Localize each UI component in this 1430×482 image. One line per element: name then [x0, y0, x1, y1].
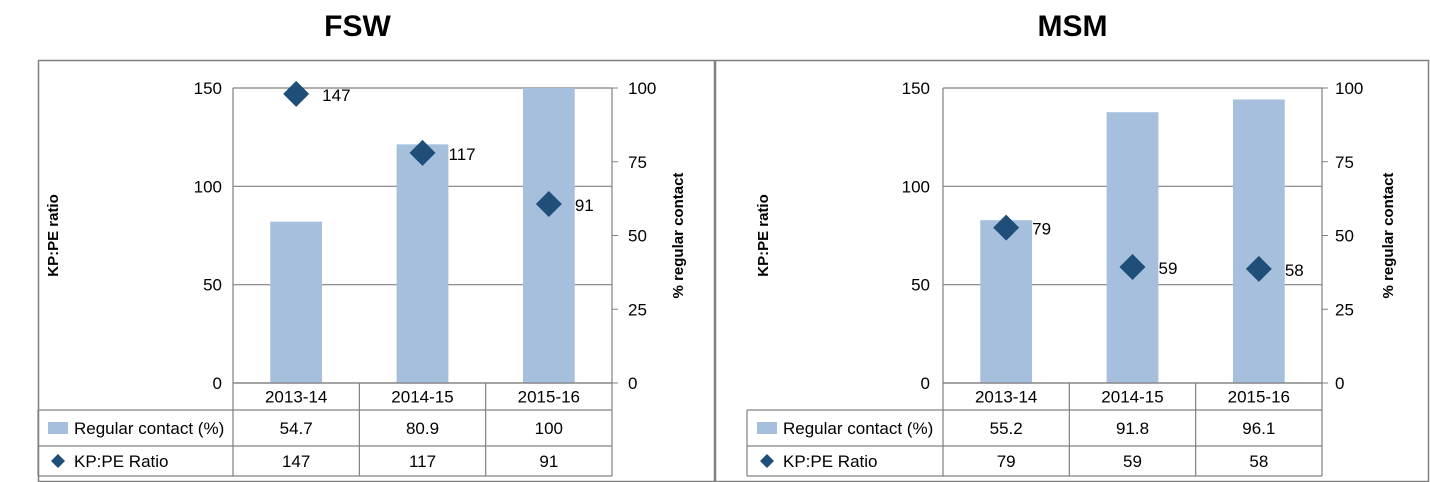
y2-tick-label: 100 [1335, 79, 1363, 98]
y-axis-title: KP:PE ratio [755, 194, 772, 277]
bar-regular-contact [522, 88, 575, 383]
y2-tick-label: 0 [628, 374, 637, 393]
y2-tick-label: 75 [628, 153, 647, 172]
data-label: 147 [322, 86, 350, 105]
chart-title: MSM [1037, 10, 1108, 43]
legend-label: KP:PE Ratio [783, 452, 878, 471]
y2-axis-title: % regular contact [670, 173, 687, 299]
y-axis-title: KP:PE ratio [45, 194, 62, 277]
marker-kppe-ratio [1119, 253, 1146, 280]
category-label: 2014-15 [1101, 388, 1163, 407]
y-tick-label: 100 [902, 177, 930, 196]
table-cell: 54.7 [280, 419, 313, 438]
y-tick-label: 50 [203, 276, 222, 295]
y2-tick-label: 100 [628, 79, 656, 98]
table-cell: 79 [997, 452, 1016, 471]
bar-regular-contact [396, 144, 449, 383]
table-cell: 100 [535, 419, 563, 438]
y2-tick-label: 25 [1335, 300, 1354, 319]
msm-chart-panel: MSM 0 50 100 150 0 25 50 75 100 KP:PE ratio % regu… [715, 0, 1430, 482]
marker-kppe-ratio [993, 214, 1020, 241]
y2-tick-label: 25 [628, 300, 647, 319]
table-cell: 58 [1249, 452, 1268, 471]
y-tick-label: 150 [194, 79, 222, 98]
data-label: 91 [575, 196, 594, 215]
chart-title: FSW [324, 10, 391, 43]
table-cell: 80.9 [406, 419, 439, 438]
y2-tick-label: 75 [1335, 153, 1354, 172]
y-tick-label: 50 [911, 276, 930, 295]
bar-regular-contact [270, 221, 323, 383]
bar-regular-contact [1232, 99, 1285, 383]
category-label: 2013-14 [265, 388, 327, 407]
legend-marker-swatch [51, 454, 65, 468]
fsw-chart-panel: FSW 0 50 100 150 0 25 50 75 100 KP:PE ratio % regu… [37, 10, 715, 482]
table-cell: 55.2 [990, 419, 1023, 438]
legend-bar-swatch [48, 422, 68, 434]
y2-axis-title: % regular contact [1380, 173, 1397, 299]
category-label: 2013-14 [975, 388, 1037, 407]
y-tick-label: 0 [921, 374, 930, 393]
category-label: 2014-15 [391, 388, 453, 407]
y-tick-label: 150 [902, 79, 930, 98]
marker-kppe-ratio [409, 139, 436, 166]
data-label: 58 [1285, 261, 1304, 280]
y-tick-label: 100 [194, 177, 222, 196]
bar-regular-contact [1106, 112, 1159, 383]
legend-label: Regular contact (%) [74, 419, 224, 438]
bar-regular-contact [980, 220, 1033, 383]
data-label: 59 [1159, 259, 1178, 278]
marker-kppe-ratio [283, 80, 310, 107]
category-label: 2015-16 [518, 388, 580, 407]
legend-label: KP:PE Ratio [74, 452, 169, 471]
table-cell: 117 [409, 452, 436, 471]
data-label: 79 [1032, 220, 1051, 239]
y2-tick-label: 50 [1335, 227, 1354, 246]
table-cell: 59 [1123, 452, 1142, 471]
table-cell: 147 [282, 452, 310, 471]
category-label: 2015-16 [1228, 388, 1290, 407]
table-cell: 91.8 [1116, 419, 1149, 438]
fsw-chart-svg: 0 50 100 150 0 25 50 75 100 KP:PE ratio % regular … [37, 59, 715, 482]
table-cell: 96.1 [1242, 419, 1275, 438]
y2-tick-label: 50 [628, 227, 647, 246]
y2-tick-label: 0 [1335, 374, 1344, 393]
y-tick-label: 0 [213, 374, 222, 393]
data-label: 117 [449, 145, 476, 164]
legend-marker-swatch [760, 454, 774, 468]
marker-kppe-ratio [535, 191, 562, 218]
legend-bar-swatch [757, 422, 777, 434]
marker-kppe-ratio [1245, 255, 1272, 282]
msm-chart-svg: 0 50 100 150 0 25 50 75 100 KP:PE ratio % regular … [715, 59, 1430, 482]
table-cell: 91 [539, 452, 558, 471]
legend-label: Regular contact (%) [783, 419, 933, 438]
